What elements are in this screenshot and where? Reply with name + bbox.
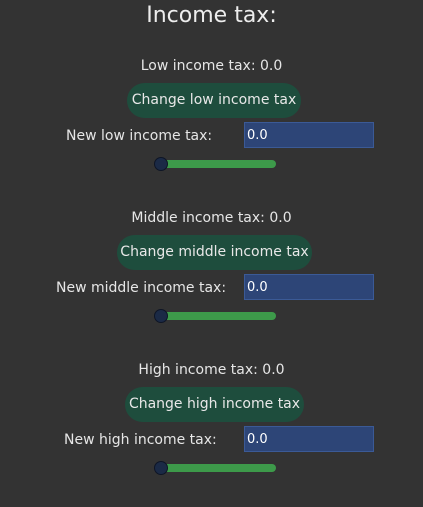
new-middle-income-tax-label: New middle income tax:: [56, 280, 227, 296]
new-high-income-tax-input[interactable]: [244, 426, 374, 452]
middle-income-tax-slider[interactable]: [154, 309, 276, 323]
middle-income-tax-section: Middle income tax: 0.0 Change middle inc…: [0, 209, 423, 349]
high-income-tax-slider[interactable]: [154, 461, 276, 475]
low-income-tax-slider[interactable]: [154, 157, 276, 171]
slider-thumb[interactable]: [154, 461, 168, 475]
change-low-income-tax-button[interactable]: Change low income tax: [127, 83, 301, 118]
page-title: Income tax:: [146, 3, 277, 28]
middle-income-tax-current: Middle income tax: 0.0: [131, 210, 292, 226]
new-high-income-tax-label: New high income tax:: [64, 432, 217, 448]
new-low-income-tax-input[interactable]: [244, 122, 374, 148]
slider-track: [160, 160, 276, 168]
slider-track: [160, 312, 276, 320]
slider-track: [160, 464, 276, 472]
high-income-tax-section: High income tax: 0.0 Change high income …: [0, 361, 423, 501]
high-income-tax-current: High income tax: 0.0: [138, 362, 285, 378]
change-high-income-tax-button[interactable]: Change high income tax: [125, 387, 304, 422]
low-income-tax-current: Low income tax: 0.0: [140, 58, 283, 74]
new-middle-income-tax-input[interactable]: [244, 274, 374, 300]
change-middle-income-tax-button[interactable]: Change middle income tax: [117, 235, 312, 270]
new-low-income-tax-label: New low income tax:: [66, 128, 213, 144]
low-income-tax-section: Low income tax: 0.0 Change low income ta…: [0, 57, 423, 197]
slider-thumb[interactable]: [154, 309, 168, 323]
slider-thumb[interactable]: [154, 157, 168, 171]
